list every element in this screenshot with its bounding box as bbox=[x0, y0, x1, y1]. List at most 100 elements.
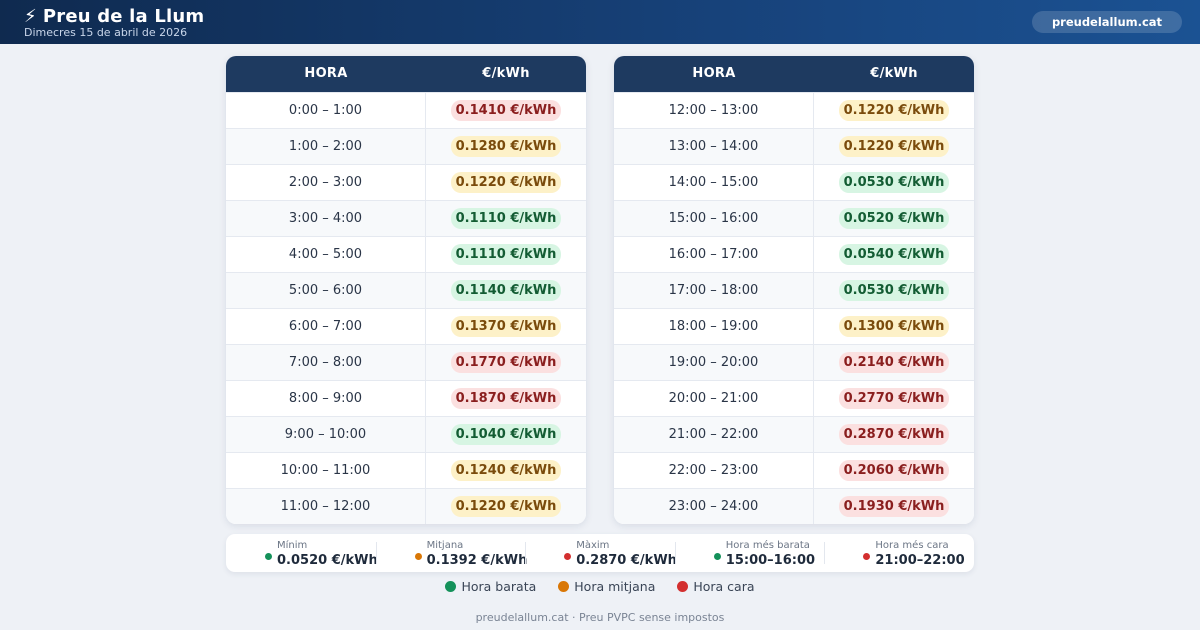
stat-label: Mínim bbox=[277, 540, 308, 551]
price-badge: 0.1110 €/kWh bbox=[450, 244, 562, 265]
price-badge: 0.2870 €/kWh bbox=[838, 424, 950, 445]
table-row: 6:00 – 7:00 0.1370 €/kWh bbox=[226, 308, 586, 344]
status-dot-icon bbox=[265, 553, 272, 560]
price-badge: 0.2770 €/kWh bbox=[838, 388, 950, 409]
page-footer: preudelallum.cat · Preu PVPC sense impos… bbox=[475, 611, 725, 624]
table-row: 18:00 – 19:00 0.1300 €/kWh bbox=[614, 308, 974, 344]
table-row: 3:00 – 4:00 0.1110 €/kWh bbox=[226, 200, 586, 236]
price-badge: 0.0530 €/kWh bbox=[838, 172, 950, 193]
hour-cell: 14:00 – 15:00 bbox=[614, 165, 814, 200]
status-dot-icon bbox=[863, 553, 871, 560]
price-badge: 0.1220 €/kWh bbox=[838, 136, 950, 157]
stat-value: 0.2870 €/kWh bbox=[576, 553, 677, 568]
site-link-badge[interactable]: preudelallum.cat bbox=[1032, 11, 1182, 33]
table-header: HORA €/kWh bbox=[614, 56, 974, 92]
price-cell: 0.1280 €/kWh bbox=[426, 129, 586, 164]
hour-cell: 6:00 – 7:00 bbox=[226, 309, 426, 344]
price-badge: 0.1220 €/kWh bbox=[450, 496, 562, 517]
table-row: 5:00 – 6:00 0.1140 €/kWh bbox=[226, 272, 586, 308]
price-cell: 0.1410 €/kWh bbox=[426, 93, 586, 128]
column-header-hour: HORA bbox=[692, 66, 736, 81]
column-header-price: €/kWh bbox=[482, 66, 530, 81]
table-row: 0:00 – 1:00 0.1410 €/kWh bbox=[226, 92, 586, 128]
price-cell: 0.0530 €/kWh bbox=[814, 273, 974, 308]
price-cell: 0.1930 €/kWh bbox=[814, 489, 974, 524]
price-cell: 0.1110 €/kWh bbox=[426, 201, 586, 236]
price-badge: 0.0540 €/kWh bbox=[838, 244, 950, 265]
price-badge: 0.1870 €/kWh bbox=[450, 388, 562, 409]
price-badge: 0.2140 €/kWh bbox=[838, 352, 950, 373]
top-bar: ⚡ Preu de la Llum Dimecres 15 de abril de… bbox=[0, 0, 1200, 44]
stat-label: Màxim bbox=[576, 540, 610, 551]
stat-cheapest-hour: Hora més barata 15:00–16:00 bbox=[674, 539, 825, 568]
status-dot-icon bbox=[713, 553, 721, 560]
hour-cell: 0:00 – 1:00 bbox=[226, 93, 426, 128]
status-dot-icon bbox=[414, 553, 422, 560]
table-row: 12:00 – 13:00 0.1220 €/kWh bbox=[614, 92, 974, 128]
stat-value: 21:00–22:00 bbox=[875, 553, 965, 568]
column-header-hour: HORA bbox=[304, 66, 348, 81]
price-cell: 0.0530 €/kWh bbox=[814, 165, 974, 200]
price-cell: 0.1110 €/kWh bbox=[426, 237, 586, 272]
table-row: 17:00 – 18:00 0.0530 €/kWh bbox=[614, 272, 974, 308]
legend-item: Hora barata bbox=[445, 578, 536, 594]
legend: Hora barata Hora mitjana Hora cara bbox=[0, 578, 1200, 594]
table-row: 20:00 – 21:00 0.2770 €/kWh bbox=[614, 380, 974, 416]
price-cell: 0.1220 €/kWh bbox=[814, 129, 974, 164]
price-cell: 0.1040 €/kWh bbox=[426, 417, 586, 452]
price-badge: 0.1280 €/kWh bbox=[450, 136, 562, 157]
table-row: 22:00 – 23:00 0.2060 €/kWh bbox=[614, 452, 974, 488]
price-badge: 0.1770 €/kWh bbox=[450, 352, 562, 373]
stat-average: Mitjana 0.1392 €/kWh bbox=[375, 539, 528, 568]
table-row: 4:00 – 5:00 0.1110 €/kWh bbox=[226, 236, 586, 272]
table-row: 10:00 – 11:00 0.1240 €/kWh bbox=[226, 452, 586, 488]
hour-cell: 2:00 – 3:00 bbox=[226, 165, 426, 200]
price-cell: 0.1220 €/kWh bbox=[426, 489, 586, 524]
price-badge: 0.0530 €/kWh bbox=[838, 280, 950, 301]
table-row: 14:00 – 15:00 0.0530 €/kWh bbox=[614, 164, 974, 200]
page-date: Dimecres 15 de abril de 2026 bbox=[24, 26, 188, 39]
stat-minimum: Mínim 0.0520 €/kWh bbox=[226, 539, 378, 568]
stat-value: 0.1392 €/kWh bbox=[426, 553, 528, 568]
hour-cell: 13:00 – 14:00 bbox=[614, 129, 814, 164]
hour-cell: 15:00 – 16:00 bbox=[614, 201, 814, 236]
price-badge: 0.1240 €/kWh bbox=[450, 460, 562, 481]
price-cell: 0.1300 €/kWh bbox=[814, 309, 974, 344]
hour-cell: 22:00 – 23:00 bbox=[614, 453, 814, 488]
price-cell: 0.1240 €/kWh bbox=[426, 453, 586, 488]
price-cell: 0.2770 €/kWh bbox=[814, 381, 974, 416]
price-cell: 0.1870 €/kWh bbox=[426, 381, 586, 416]
hour-cell: 3:00 – 4:00 bbox=[226, 201, 426, 236]
price-cell: 0.2140 €/kWh bbox=[814, 345, 974, 380]
stat-value: 0.0520 €/kWh bbox=[277, 553, 378, 568]
legend-label: Hora cara bbox=[693, 578, 755, 594]
price-cell: 0.2060 €/kWh bbox=[814, 453, 974, 488]
hour-cell: 1:00 – 2:00 bbox=[226, 129, 426, 164]
hour-cell: 12:00 – 13:00 bbox=[614, 93, 814, 128]
table-row: 1:00 – 2:00 0.1280 €/kWh bbox=[226, 128, 586, 164]
price-badge: 0.1220 €/kWh bbox=[450, 172, 562, 193]
stat-most-expensive-hour: Hora més cara 21:00–22:00 bbox=[824, 539, 974, 568]
table-row: 16:00 – 17:00 0.0540 €/kWh bbox=[614, 236, 974, 272]
price-badge: 0.1300 €/kWh bbox=[838, 316, 950, 337]
legend-dot-icon bbox=[558, 580, 570, 592]
price-cell: 0.0540 €/kWh bbox=[814, 237, 974, 272]
price-cell: 0.1220 €/kWh bbox=[814, 93, 974, 128]
price-badge: 0.2060 €/kWh bbox=[838, 460, 950, 481]
lightning-bolt-icon: ⚡ bbox=[24, 6, 37, 27]
table-row: 8:00 – 9:00 0.1870 €/kWh bbox=[226, 380, 586, 416]
price-badge: 0.1930 €/kWh bbox=[838, 496, 950, 517]
legend-item: Hora mitjana bbox=[558, 578, 655, 594]
stat-label: Mitjana bbox=[426, 540, 464, 551]
hour-cell: 18:00 – 19:00 bbox=[614, 309, 814, 344]
hour-cell: 23:00 – 24:00 bbox=[614, 489, 814, 524]
price-badge: 0.1110 €/kWh bbox=[450, 208, 562, 229]
hour-cell: 20:00 – 21:00 bbox=[614, 381, 814, 416]
column-header-price: €/kWh bbox=[870, 66, 918, 81]
table-row: 13:00 – 14:00 0.1220 €/kWh bbox=[614, 128, 974, 164]
price-table-morning: HORA €/kWh 0:00 – 1:00 0.1410 €/kWh 1:00 –… bbox=[226, 56, 586, 524]
hour-cell: 7:00 – 8:00 bbox=[226, 345, 426, 380]
price-badge: 0.1410 €/kWh bbox=[450, 100, 562, 121]
price-cell: 0.0520 €/kWh bbox=[814, 201, 974, 236]
stat-maximum: Màxim 0.2870 €/kWh bbox=[525, 539, 677, 568]
